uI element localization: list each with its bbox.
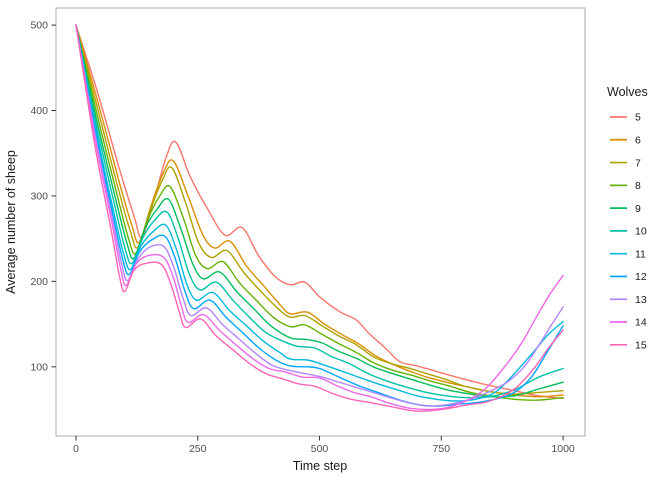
plot-panel-border [55, 7, 586, 437]
legend-label-10: 10 [635, 226, 647, 238]
legend-label-15: 15 [635, 340, 647, 352]
x-axis-title: Time step [293, 459, 347, 473]
x-tick-label: 0 [73, 443, 79, 455]
series-line-13 [75, 24, 564, 407]
legend-label-13: 13 [635, 294, 647, 306]
series-line-6 [75, 24, 564, 398]
legend-items: 5 6 7 8 9 10 11 12 13 14 15 [610, 112, 647, 352]
legend-label-6: 6 [635, 134, 641, 146]
y-axis-title: Average number of sheep [4, 150, 18, 294]
legend-label-11: 11 [635, 248, 646, 260]
series-line-11 [75, 24, 564, 402]
x-tick-label: 250 [189, 443, 207, 455]
series-line-14 [75, 24, 564, 411]
legend: Wolves 5 6 7 8 9 10 11 12 13 14 15 [607, 85, 648, 352]
legend-label-8: 8 [635, 180, 641, 192]
y-tick-label: 500 [30, 20, 48, 32]
series-line-12 [75, 24, 564, 407]
series-line-10 [75, 24, 564, 399]
legend-label-12: 12 [635, 271, 647, 283]
series-lines [75, 24, 564, 413]
y-tick-label: 200 [30, 276, 48, 288]
y-axis: 100 200 300 400 500 [30, 20, 56, 373]
x-tick-label: 500 [311, 443, 329, 455]
x-tick-label: 1000 [551, 443, 575, 455]
series-line-7 [75, 24, 564, 395]
x-tick-label: 750 [433, 443, 451, 455]
legend-label-9: 9 [635, 203, 641, 215]
legend-label-14: 14 [635, 317, 647, 329]
y-tick-label: 100 [30, 361, 48, 373]
y-tick-label: 400 [30, 105, 48, 117]
legend-label-5: 5 [635, 112, 641, 124]
legend-label-7: 7 [635, 157, 641, 169]
y-tick-label: 300 [30, 190, 48, 202]
x-axis: 0 250 500 750 1000 [73, 436, 575, 455]
series-line-15 [75, 24, 564, 413]
legend-title: Wolves [607, 85, 648, 99]
